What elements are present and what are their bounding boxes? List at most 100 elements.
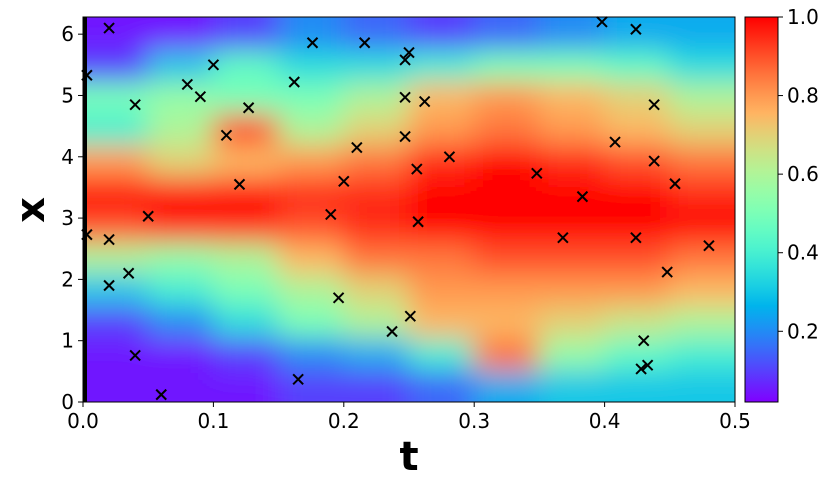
- heatmap-cell: [408, 48, 475, 82]
- heatmap-cell: [147, 17, 214, 51]
- heatmap-cell: [669, 337, 735, 371]
- heatmap-cell: [669, 209, 735, 243]
- y-tick-label: 1: [61, 329, 74, 353]
- heatmap-cell: [538, 17, 606, 51]
- point: [661, 266, 673, 278]
- heatmap-cell: [343, 241, 410, 275]
- point: [399, 130, 411, 143]
- heatmap-cell: [343, 112, 410, 146]
- y-tick-label: 3: [61, 206, 74, 230]
- heatmap-cell: [538, 112, 606, 146]
- heatmap-cell: [604, 80, 671, 114]
- heatmap-cell: [278, 337, 345, 371]
- heatmap-cell: [83, 144, 150, 178]
- heatmap-cell: [147, 144, 214, 178]
- point: [288, 76, 300, 88]
- heatmap-cell: [278, 369, 345, 402]
- point: [142, 210, 154, 222]
- heatmap-cell: [473, 337, 540, 371]
- heatmap-cell: [604, 176, 671, 210]
- heatmap-cell: [147, 305, 214, 339]
- heatmap-cell: [212, 144, 280, 178]
- heatmap-cell: [408, 17, 475, 51]
- heatmap-cell: [408, 80, 475, 114]
- point: [122, 267, 135, 279]
- heatmap-cell: [343, 209, 410, 243]
- heatmap-cell: [408, 305, 475, 339]
- heatmap-cell: [83, 209, 150, 243]
- heatmap-cell: [604, 273, 671, 307]
- heatmap-cell: [604, 144, 671, 178]
- heatmap-cell: [278, 80, 345, 114]
- heatmap-cell: [147, 209, 214, 243]
- heatmap-cell: [343, 176, 410, 210]
- heatmap-cell: [212, 305, 280, 339]
- point: [557, 231, 569, 244]
- heatmap-cell: [669, 144, 735, 178]
- colorbar-tick-label: 0.4: [787, 241, 819, 265]
- heatmap-cell: [669, 241, 735, 275]
- heatmap-cell: [473, 241, 540, 275]
- heatmap-cell: [212, 241, 280, 275]
- heatmap-cell: [604, 112, 671, 146]
- point: [386, 325, 398, 338]
- heatmap-cell: [212, 209, 280, 243]
- heatmap-cell: [83, 273, 150, 307]
- point: [194, 90, 207, 103]
- point: [207, 59, 220, 71]
- heatmap-cell: [343, 17, 410, 51]
- heatmap-cell: [212, 369, 280, 402]
- heatmap-cell: [83, 337, 150, 371]
- heatmap-cell: [278, 241, 345, 275]
- heatmap-cell: [669, 369, 735, 402]
- heatmap: [83, 17, 735, 402]
- point: [576, 190, 589, 203]
- heatmap-cell: [473, 17, 540, 51]
- x-tick-label: 0.3: [458, 409, 490, 433]
- point: [155, 388, 167, 401]
- point: [630, 23, 642, 35]
- point: [638, 334, 650, 347]
- point: [669, 178, 681, 190]
- colorbar-tick-label: 0.6: [787, 162, 819, 186]
- heatmap-cell: [473, 209, 540, 243]
- point: [242, 102, 255, 114]
- heatmap-cell: [408, 209, 475, 243]
- point: [292, 373, 304, 386]
- y-tick-label: 0: [61, 390, 74, 414]
- heatmap-cell: [473, 112, 540, 146]
- y-tick-label: 4: [61, 145, 74, 169]
- colorbar: [744, 16, 779, 403]
- colorbar-tick-label: 1.0: [787, 5, 819, 29]
- point: [103, 233, 115, 246]
- heatmap-cell: [147, 80, 214, 114]
- heatmap-cell: [343, 337, 410, 371]
- heatmap-cell: [538, 337, 606, 371]
- point: [635, 363, 647, 375]
- point: [129, 349, 141, 362]
- point: [630, 231, 642, 244]
- heatmap-cell: [669, 48, 735, 82]
- heatmap-cell: [212, 80, 280, 114]
- heatmap-cell: [538, 80, 606, 114]
- heatmap-cell: [473, 48, 540, 82]
- heatmap-cell: [669, 80, 735, 114]
- heatmap-cell: [147, 48, 214, 82]
- heatmap-cell: [604, 305, 671, 339]
- heatmap-cell: [278, 273, 345, 307]
- point: [332, 292, 345, 304]
- heatmap-cell: [604, 48, 671, 82]
- point: [412, 216, 424, 228]
- x-tick-label: 0.2: [328, 409, 360, 433]
- point: [596, 16, 608, 28]
- point: [325, 208, 337, 221]
- heatmap-cell: [538, 305, 606, 339]
- heatmap-cell: [278, 209, 345, 243]
- heatmap-cell: [212, 337, 280, 371]
- point: [220, 129, 233, 142]
- heatmap-cell: [538, 369, 606, 402]
- point: [641, 359, 654, 371]
- heatmap-cell: [83, 17, 150, 51]
- heatmap-cell: [212, 48, 280, 82]
